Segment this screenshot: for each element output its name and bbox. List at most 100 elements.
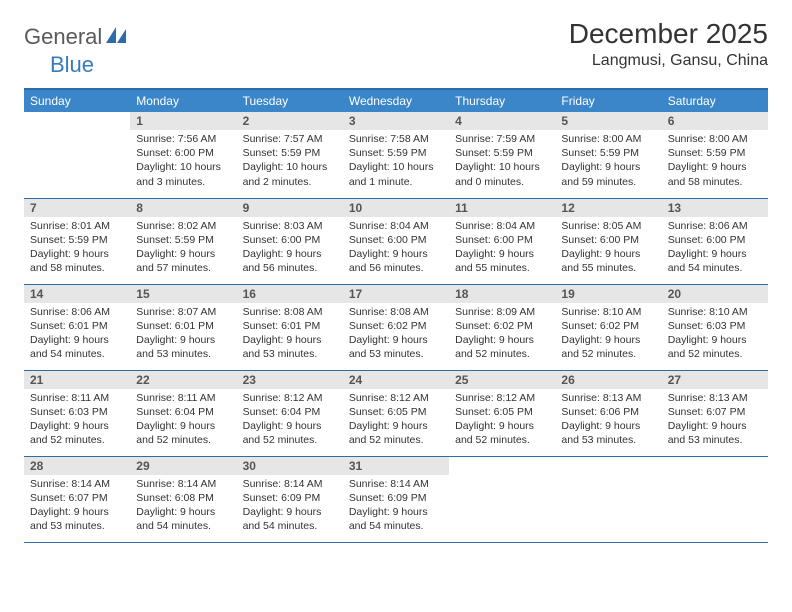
day-number: 1 <box>130 112 236 130</box>
sunset-text: Sunset: 6:01 PM <box>243 319 337 333</box>
sunset-text: Sunset: 6:05 PM <box>455 405 549 419</box>
day-info: Sunrise: 8:08 AMSunset: 6:02 PMDaylight:… <box>343 303 449 368</box>
day-number: 13 <box>662 199 768 217</box>
day-info: Sunrise: 8:01 AMSunset: 5:59 PMDaylight:… <box>24 217 130 282</box>
calendar-day-cell: 19Sunrise: 8:10 AMSunset: 6:02 PMDayligh… <box>555 284 661 370</box>
daylight-text: Daylight: 9 hours and 53 minutes. <box>561 419 655 447</box>
day-info: Sunrise: 8:14 AMSunset: 6:07 PMDaylight:… <box>24 475 130 540</box>
day-number: 9 <box>237 199 343 217</box>
day-info: Sunrise: 8:12 AMSunset: 6:05 PMDaylight:… <box>449 389 555 454</box>
day-info: Sunrise: 8:06 AMSunset: 6:00 PMDaylight:… <box>662 217 768 282</box>
sunrise-text: Sunrise: 8:04 AM <box>349 219 443 233</box>
sunrise-text: Sunrise: 8:14 AM <box>136 477 230 491</box>
calendar-day-cell: 21Sunrise: 8:11 AMSunset: 6:03 PMDayligh… <box>24 370 130 456</box>
calendar-day-cell: 12Sunrise: 8:05 AMSunset: 6:00 PMDayligh… <box>555 198 661 284</box>
sunrise-text: Sunrise: 7:58 AM <box>349 132 443 146</box>
daylight-text: Daylight: 10 hours and 1 minute. <box>349 160 443 188</box>
day-info: Sunrise: 8:04 AMSunset: 6:00 PMDaylight:… <box>449 217 555 282</box>
day-number: 14 <box>24 285 130 303</box>
day-info: Sunrise: 8:12 AMSunset: 6:05 PMDaylight:… <box>343 389 449 454</box>
sunrise-text: Sunrise: 8:14 AM <box>243 477 337 491</box>
calendar-day-cell: 4Sunrise: 7:59 AMSunset: 5:59 PMDaylight… <box>449 112 555 198</box>
sunrise-text: Sunrise: 8:06 AM <box>30 305 124 319</box>
logo-text-1: General <box>24 24 102 50</box>
sunrise-text: Sunrise: 8:04 AM <box>455 219 549 233</box>
sunset-text: Sunset: 6:01 PM <box>136 319 230 333</box>
sunrise-text: Sunrise: 8:08 AM <box>349 305 443 319</box>
sunrise-text: Sunrise: 8:11 AM <box>136 391 230 405</box>
daylight-text: Daylight: 9 hours and 53 minutes. <box>349 333 443 361</box>
calendar-day-cell: 14Sunrise: 8:06 AMSunset: 6:01 PMDayligh… <box>24 284 130 370</box>
logo: General <box>24 24 130 50</box>
weekday-header: Friday <box>555 89 661 112</box>
calendar-day-cell: 7Sunrise: 8:01 AMSunset: 5:59 PMDaylight… <box>24 198 130 284</box>
daylight-text: Daylight: 9 hours and 58 minutes. <box>30 247 124 275</box>
day-number: 28 <box>24 457 130 475</box>
day-number: 11 <box>449 199 555 217</box>
daylight-text: Daylight: 10 hours and 0 minutes. <box>455 160 549 188</box>
sunrise-text: Sunrise: 8:08 AM <box>243 305 337 319</box>
calendar-day-cell: 29Sunrise: 8:14 AMSunset: 6:08 PMDayligh… <box>130 456 236 542</box>
day-info: Sunrise: 8:02 AMSunset: 5:59 PMDaylight:… <box>130 217 236 282</box>
sunset-text: Sunset: 6:00 PM <box>455 233 549 247</box>
day-info: Sunrise: 8:10 AMSunset: 6:03 PMDaylight:… <box>662 303 768 368</box>
daylight-text: Daylight: 9 hours and 59 minutes. <box>561 160 655 188</box>
daylight-text: Daylight: 9 hours and 52 minutes. <box>243 419 337 447</box>
logo-sail-icon <box>106 27 128 50</box>
day-info: Sunrise: 7:58 AMSunset: 5:59 PMDaylight:… <box>343 130 449 195</box>
sunset-text: Sunset: 6:08 PM <box>136 491 230 505</box>
day-info: Sunrise: 7:56 AMSunset: 6:00 PMDaylight:… <box>130 130 236 195</box>
sunset-text: Sunset: 6:03 PM <box>668 319 762 333</box>
sunrise-text: Sunrise: 8:06 AM <box>668 219 762 233</box>
day-info: Sunrise: 8:11 AMSunset: 6:03 PMDaylight:… <box>24 389 130 454</box>
daylight-text: Daylight: 10 hours and 2 minutes. <box>243 160 337 188</box>
day-number <box>555 457 661 475</box>
sunset-text: Sunset: 6:02 PM <box>455 319 549 333</box>
month-title: December 2025 <box>569 18 768 50</box>
sunset-text: Sunset: 6:00 PM <box>349 233 443 247</box>
sunrise-text: Sunrise: 8:05 AM <box>561 219 655 233</box>
sunset-text: Sunset: 5:59 PM <box>30 233 124 247</box>
sunrise-text: Sunrise: 8:12 AM <box>455 391 549 405</box>
weekday-header: Saturday <box>662 89 768 112</box>
calendar-week-row: 21Sunrise: 8:11 AMSunset: 6:03 PMDayligh… <box>24 370 768 456</box>
day-info: Sunrise: 8:14 AMSunset: 6:08 PMDaylight:… <box>130 475 236 540</box>
sunset-text: Sunset: 6:06 PM <box>561 405 655 419</box>
calendar-day-cell: 25Sunrise: 8:12 AMSunset: 6:05 PMDayligh… <box>449 370 555 456</box>
day-info: Sunrise: 8:00 AMSunset: 5:59 PMDaylight:… <box>662 130 768 195</box>
sunrise-text: Sunrise: 8:12 AM <box>243 391 337 405</box>
day-number: 17 <box>343 285 449 303</box>
sunrise-text: Sunrise: 7:56 AM <box>136 132 230 146</box>
day-info: Sunrise: 8:11 AMSunset: 6:04 PMDaylight:… <box>130 389 236 454</box>
day-info: Sunrise: 8:13 AMSunset: 6:07 PMDaylight:… <box>662 389 768 454</box>
day-number: 27 <box>662 371 768 389</box>
sunrise-text: Sunrise: 8:13 AM <box>561 391 655 405</box>
calendar-day-cell: 8Sunrise: 8:02 AMSunset: 5:59 PMDaylight… <box>130 198 236 284</box>
sunrise-text: Sunrise: 7:57 AM <box>243 132 337 146</box>
daylight-text: Daylight: 9 hours and 54 minutes. <box>668 247 762 275</box>
sunset-text: Sunset: 6:07 PM <box>668 405 762 419</box>
day-info: Sunrise: 8:05 AMSunset: 6:00 PMDaylight:… <box>555 217 661 282</box>
daylight-text: Daylight: 9 hours and 56 minutes. <box>243 247 337 275</box>
calendar-day-cell: 15Sunrise: 8:07 AMSunset: 6:01 PMDayligh… <box>130 284 236 370</box>
day-number <box>449 457 555 475</box>
day-number: 21 <box>24 371 130 389</box>
sunset-text: Sunset: 6:07 PM <box>30 491 124 505</box>
day-info: Sunrise: 8:13 AMSunset: 6:06 PMDaylight:… <box>555 389 661 454</box>
daylight-text: Daylight: 9 hours and 56 minutes. <box>349 247 443 275</box>
sunrise-text: Sunrise: 8:07 AM <box>136 305 230 319</box>
day-number: 25 <box>449 371 555 389</box>
calendar-day-cell: 27Sunrise: 8:13 AMSunset: 6:07 PMDayligh… <box>662 370 768 456</box>
calendar-day-cell: 11Sunrise: 8:04 AMSunset: 6:00 PMDayligh… <box>449 198 555 284</box>
daylight-text: Daylight: 9 hours and 52 minutes. <box>30 419 124 447</box>
day-info: Sunrise: 8:09 AMSunset: 6:02 PMDaylight:… <box>449 303 555 368</box>
sunset-text: Sunset: 5:59 PM <box>668 146 762 160</box>
daylight-text: Daylight: 9 hours and 52 minutes. <box>561 333 655 361</box>
day-number: 5 <box>555 112 661 130</box>
daylight-text: Daylight: 9 hours and 53 minutes. <box>668 419 762 447</box>
day-number: 30 <box>237 457 343 475</box>
sunrise-text: Sunrise: 7:59 AM <box>455 132 549 146</box>
calendar-day-cell <box>24 112 130 198</box>
day-number: 10 <box>343 199 449 217</box>
day-info: Sunrise: 8:10 AMSunset: 6:02 PMDaylight:… <box>555 303 661 368</box>
